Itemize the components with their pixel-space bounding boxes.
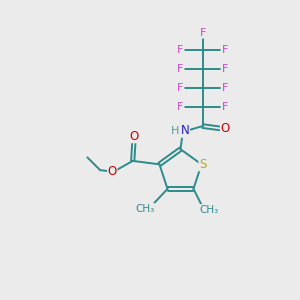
Text: F: F bbox=[221, 102, 228, 112]
Text: O: O bbox=[108, 166, 117, 178]
Text: F: F bbox=[221, 64, 228, 74]
Text: F: F bbox=[177, 102, 184, 112]
Text: F: F bbox=[177, 83, 184, 93]
Text: F: F bbox=[177, 45, 184, 55]
Text: F: F bbox=[221, 83, 228, 93]
Text: S: S bbox=[199, 158, 206, 171]
Text: CH₃: CH₃ bbox=[200, 205, 219, 215]
Text: F: F bbox=[177, 64, 184, 74]
Text: CH₃: CH₃ bbox=[135, 203, 154, 214]
Text: O: O bbox=[129, 130, 139, 143]
Text: F: F bbox=[200, 28, 206, 38]
Text: F: F bbox=[221, 45, 228, 55]
Text: O: O bbox=[220, 122, 230, 135]
Text: H: H bbox=[171, 126, 180, 136]
Text: N: N bbox=[181, 124, 190, 137]
